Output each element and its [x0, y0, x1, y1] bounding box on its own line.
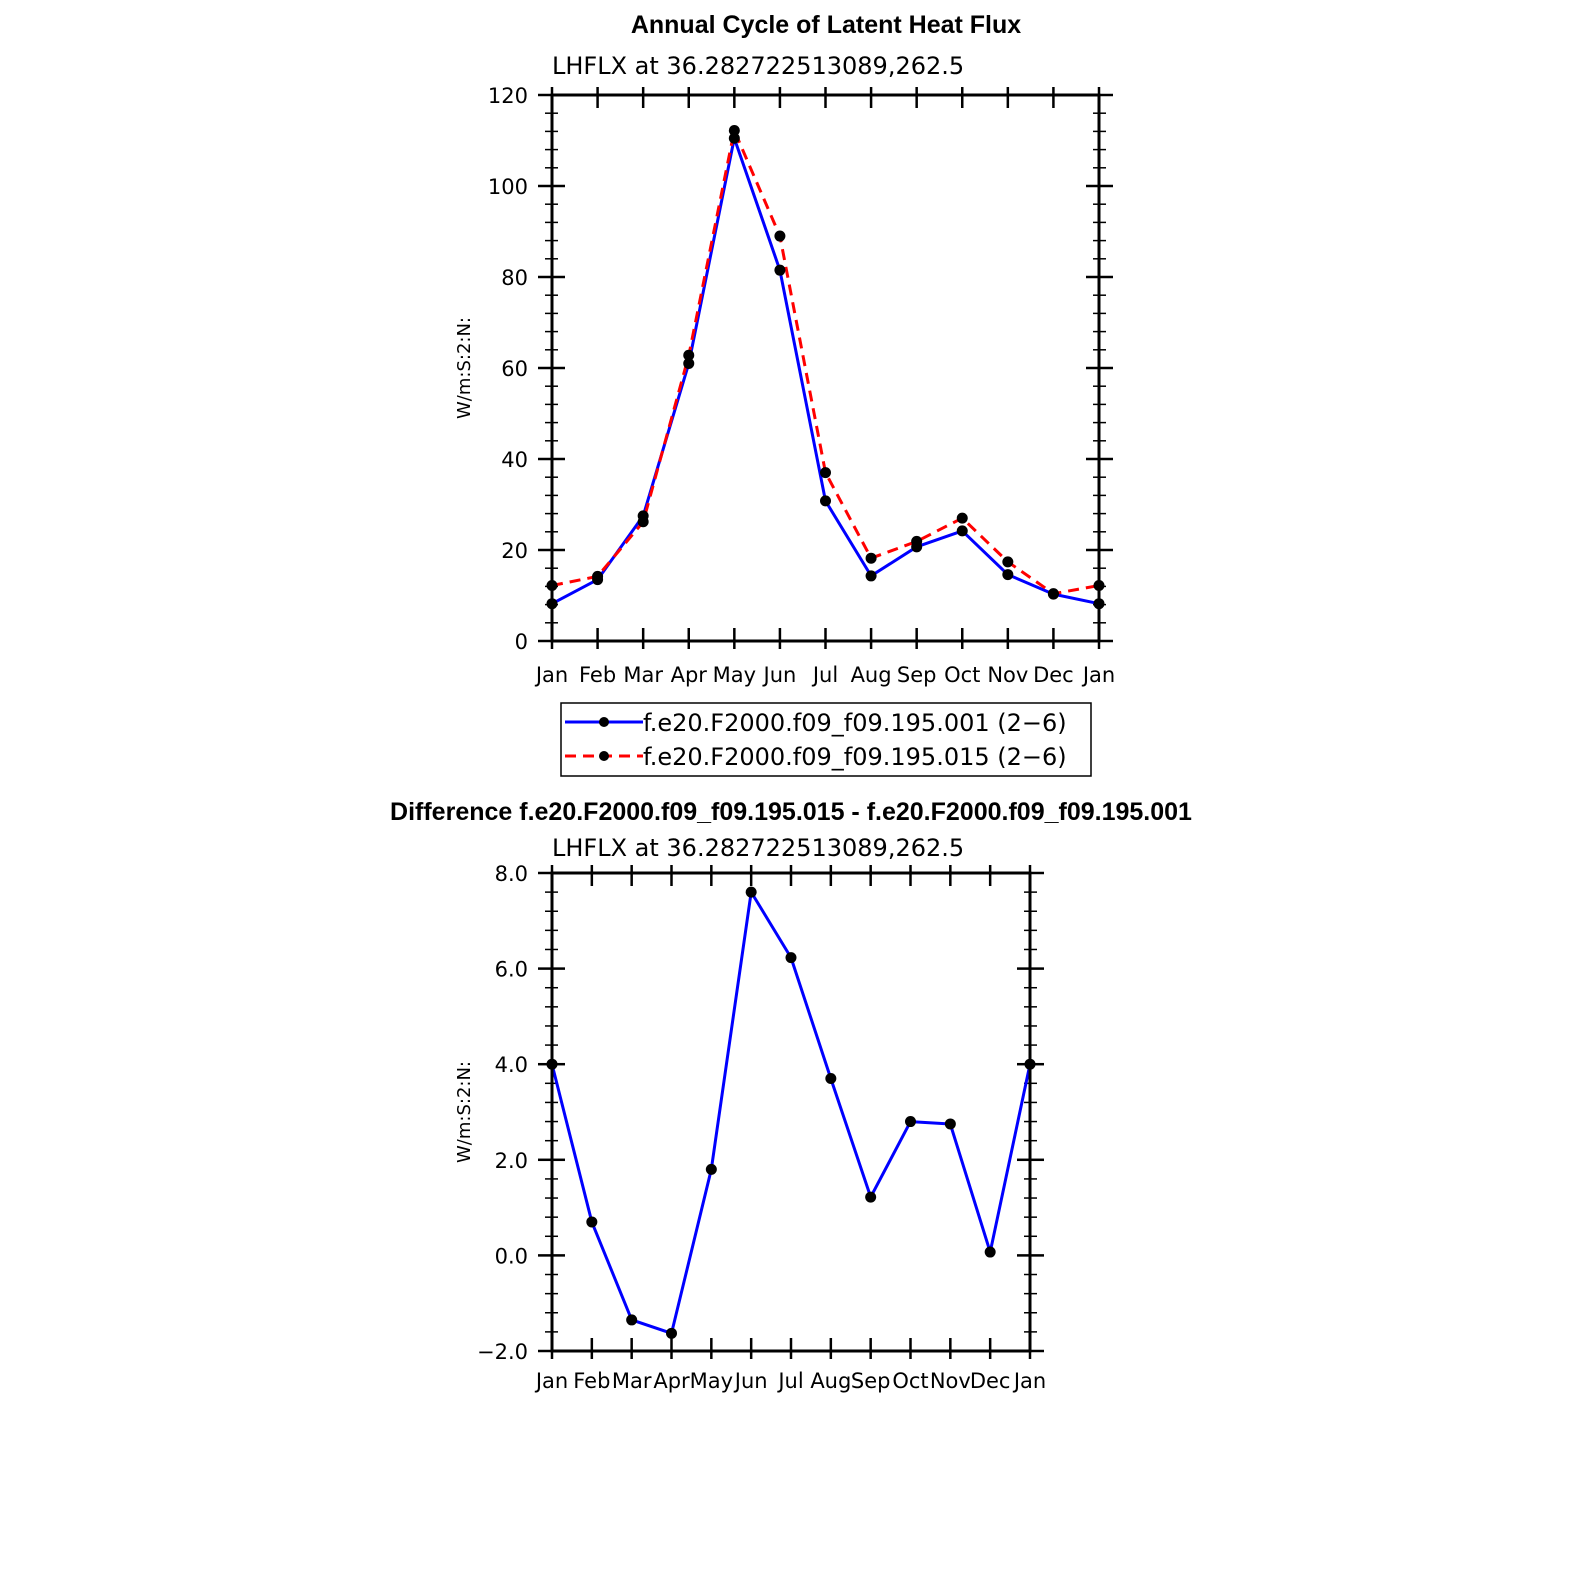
- x-tick-label: Nov: [987, 663, 1028, 687]
- data-point-series-2: [683, 349, 695, 361]
- data-point-series-1: [905, 1116, 916, 1128]
- x-tick-label: Oct: [892, 1369, 928, 1393]
- data-point-series-2: [956, 512, 968, 524]
- legend-marker-series-1: [599, 717, 609, 727]
- chart-title: Annual Cycle of Latent Heat Flux: [631, 11, 1021, 39]
- x-tick-label: Feb: [579, 663, 616, 687]
- x-tick-label: Jan: [1012, 1369, 1046, 1393]
- data-point-series-2: [865, 552, 877, 564]
- data-point-series-1: [745, 886, 757, 898]
- x-tick-label: Apr: [671, 663, 708, 687]
- data-point-series-1: [944, 1118, 956, 1130]
- y-tick-label: 100: [488, 175, 528, 199]
- legend-label-series-2: f.e20.F2000.f09_f09.195.015 (2−6): [643, 743, 1067, 771]
- y-tick-label: 8.0: [495, 862, 528, 886]
- y-axis-label: W/m:S:2:N:: [454, 317, 475, 419]
- x-tick-label: Sep: [851, 1369, 891, 1393]
- y-tick-label: 6.0: [495, 958, 528, 982]
- x-tick-label: Mar: [612, 1369, 652, 1393]
- x-tick-label: May: [713, 663, 756, 687]
- legend: f.e20.F2000.f09_f09.195.001 (2−6) f.e20.…: [560, 702, 1092, 777]
- y-tick-label: 4.0: [495, 1053, 528, 1077]
- x-tick-label: Oct: [944, 663, 980, 687]
- x-tick-label: Apr: [653, 1369, 690, 1393]
- chart-subtitle: LHFLX at 36.282722513089,262.5: [552, 834, 964, 862]
- data-point-series-1: [865, 570, 877, 582]
- chart-title: Difference f.e20.F2000.f09_f09.195.015 -…: [390, 798, 1192, 826]
- data-point-series-2: [1047, 588, 1059, 600]
- y-tick-label: 20: [501, 539, 528, 563]
- data-point-series-1: [705, 1163, 717, 1175]
- data-point-series-1: [825, 1073, 837, 1085]
- x-tick-label: Dec: [1033, 663, 1074, 687]
- data-point-series-1: [666, 1327, 677, 1339]
- y-axis-label: W/m:S:2:N:: [454, 1061, 475, 1163]
- x-tick-label: May: [690, 1369, 733, 1393]
- x-tick-label: Jun: [733, 1369, 768, 1393]
- legend-marker-series-2: [599, 751, 609, 761]
- data-point-series-2: [911, 535, 923, 547]
- data-point-series-1: [626, 1314, 638, 1326]
- data-point-series-1: [865, 1191, 877, 1203]
- x-tick-label: Jan: [534, 1369, 568, 1393]
- data-point-series-1: [820, 495, 831, 507]
- x-tick-label: Nov: [930, 1369, 971, 1393]
- y-tick-label: 40: [501, 448, 528, 472]
- chart-subtitle: LHFLX at 36.282722513089,262.5: [552, 52, 964, 80]
- x-tick-label: Jan: [534, 663, 568, 687]
- x-tick-label: Aug: [810, 1369, 851, 1393]
- y-tick-label: −2.0: [477, 1340, 528, 1364]
- data-point-series-1: [683, 357, 695, 369]
- x-tick-label: Jul: [811, 663, 838, 687]
- y-tick-label: 0.0: [495, 1244, 528, 1268]
- data-point-series-1: [785, 952, 797, 964]
- x-tick-label: Feb: [573, 1369, 610, 1393]
- data-point-series-2: [728, 124, 740, 136]
- difference-panel: Difference f.e20.F2000.f09_f09.195.015 -…: [390, 798, 1192, 1393]
- x-tick-label: Jun: [762, 663, 797, 687]
- data-point-series-2: [1002, 556, 1014, 568]
- y-tick-label: 2.0: [495, 1149, 528, 1173]
- data-point-series-1: [1002, 569, 1014, 581]
- data-point-series-2: [774, 230, 786, 242]
- plot-frame: [550, 871, 1032, 1353]
- x-tick-label: Aug: [851, 663, 892, 687]
- data-point-series-2: [592, 570, 604, 582]
- data-point-series-1: [728, 132, 740, 144]
- x-tick-label: Sep: [897, 663, 937, 687]
- data-point-series-1: [774, 264, 786, 276]
- y-tick-label: 0: [515, 630, 528, 654]
- plot-frame: [550, 93, 1101, 643]
- legend-box: [560, 702, 1092, 777]
- data-point-series-1: [956, 525, 968, 537]
- x-tick-label: Jan: [1081, 663, 1115, 687]
- x-tick-label: Mar: [623, 663, 663, 687]
- y-tick-label: 80: [501, 266, 528, 290]
- legend-label-series-1: f.e20.F2000.f09_f09.195.001 (2−6): [643, 709, 1067, 737]
- data-point-series-2: [820, 467, 831, 479]
- latent-heat-flux-panel: Annual Cycle of Latent Heat Flux LHFLX a…: [454, 11, 1115, 777]
- data-point-series-2: [637, 516, 649, 528]
- y-tick-label: 120: [488, 84, 528, 108]
- x-tick-label: Dec: [970, 1369, 1011, 1393]
- data-point-series-1: [586, 1216, 598, 1228]
- x-tick-label: Jul: [776, 1369, 803, 1393]
- y-tick-label: 60: [501, 357, 528, 381]
- data-point-series-1: [984, 1246, 996, 1258]
